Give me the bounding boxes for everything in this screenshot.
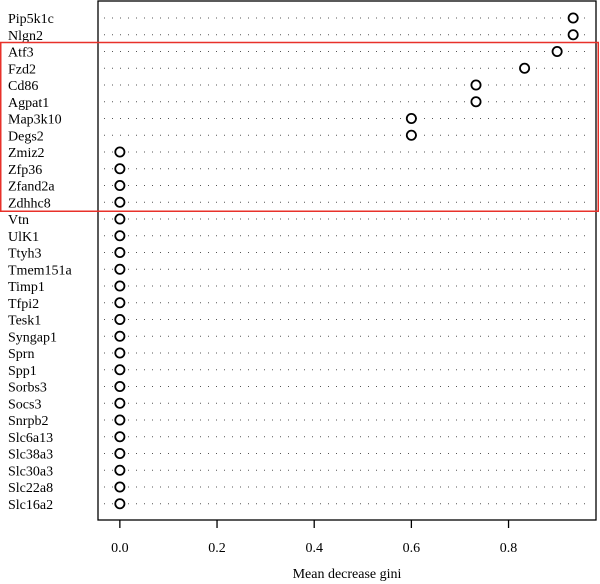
data-point — [551, 46, 563, 58]
gene-label: Tfpi2 — [8, 297, 39, 312]
data-point — [114, 498, 126, 510]
x-tick-label: 0.2 — [208, 541, 226, 556]
gene-label: Degs2 — [8, 129, 44, 144]
data-point — [114, 431, 126, 443]
gene-label: Snrpb2 — [8, 414, 48, 429]
gene-label: Zdhhc8 — [8, 196, 51, 211]
data-point — [114, 364, 126, 376]
highlight-box — [0, 41, 599, 212]
data-point — [114, 230, 126, 242]
gene-label: Slc6a13 — [8, 431, 53, 446]
x-axis-title: Mean decrease gini — [293, 567, 402, 582]
gene-label: Zfp36 — [8, 163, 42, 178]
data-point — [114, 330, 126, 342]
data-point — [567, 29, 579, 41]
gene-label: Timp1 — [8, 280, 45, 295]
data-point — [114, 347, 126, 359]
x-tick-label: 0.0 — [111, 541, 129, 556]
gene-label: Spp1 — [8, 364, 37, 379]
data-point — [114, 146, 126, 158]
data-point — [114, 313, 126, 325]
data-point — [114, 179, 126, 191]
data-point — [114, 297, 126, 309]
data-point — [405, 129, 417, 141]
data-point — [114, 380, 126, 392]
gene-label: Vtn — [8, 213, 29, 228]
data-point — [114, 263, 126, 275]
gene-label: Slc38a3 — [8, 448, 53, 463]
gene-label: Zfand2a — [8, 180, 55, 195]
gene-label: Atf3 — [8, 46, 34, 61]
gene-label: Nlgn2 — [8, 29, 43, 44]
gene-label: Pip5k1c — [8, 12, 54, 27]
data-point — [114, 397, 126, 409]
gene-label: Slc30a3 — [8, 464, 53, 479]
data-point — [114, 213, 126, 225]
data-point — [470, 96, 482, 108]
x-tick-label: 0.6 — [403, 541, 421, 556]
gene-label: Tesk1 — [8, 314, 41, 329]
gene-label: Fzd2 — [8, 62, 36, 77]
data-point — [567, 12, 579, 24]
data-point — [519, 62, 531, 74]
gene-label: Sorbs3 — [8, 381, 47, 396]
x-axis: 0.0 0.2 0.4 0.6 0.8 — [111, 520, 517, 556]
gene-label: Agpat1 — [8, 96, 49, 111]
gene-label: Slc22a8 — [8, 481, 53, 496]
gene-label: Map3k10 — [8, 113, 62, 128]
gene-label: Syngap1 — [8, 330, 57, 345]
data-point — [114, 414, 126, 426]
gene-label: Ttyh3 — [8, 247, 41, 262]
gene-label: Tmem151a — [8, 263, 73, 278]
gene-label: UlK1 — [8, 230, 39, 245]
data-point — [114, 196, 126, 208]
x-tick-label: 0.4 — [305, 541, 323, 556]
data-point — [114, 464, 126, 476]
data-point — [114, 280, 126, 292]
data-point — [405, 113, 417, 125]
gene-label: Zmiz2 — [8, 146, 45, 161]
data-point — [114, 163, 126, 175]
gene-label: Slc16a2 — [8, 498, 53, 513]
data-point — [114, 481, 126, 493]
gene-label: Socs3 — [8, 397, 41, 412]
data-point — [114, 246, 126, 258]
gene-label: Sprn — [8, 347, 34, 362]
gene-label: Cd86 — [8, 79, 38, 94]
plot-frame — [97, 0, 597, 521]
x-tick-label: 0.8 — [500, 541, 518, 556]
data-point — [470, 79, 482, 91]
data-point — [114, 447, 126, 459]
